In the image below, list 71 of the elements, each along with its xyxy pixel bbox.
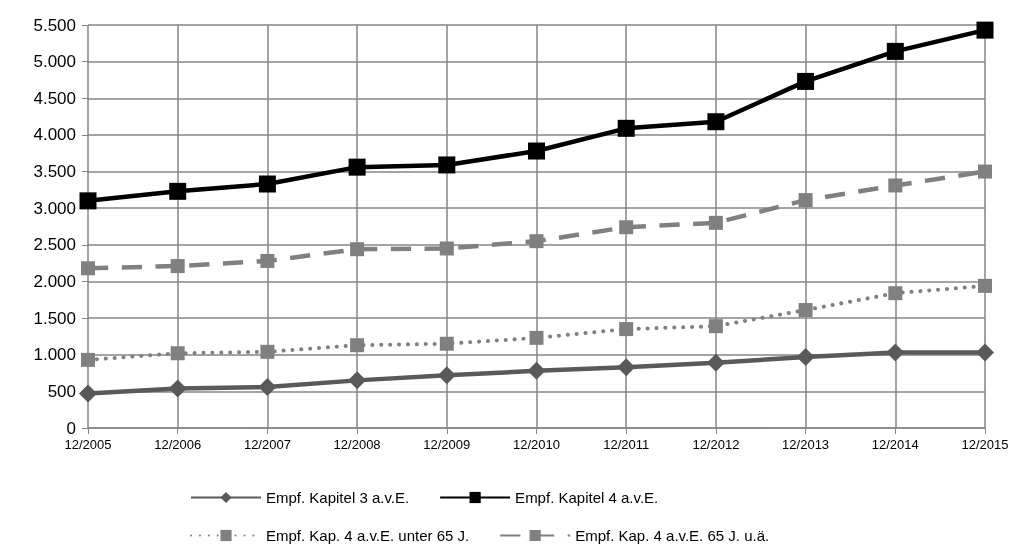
point: [527, 361, 546, 380]
y-tick-label: 500: [47, 381, 76, 401]
point: [796, 347, 815, 366]
point: [888, 286, 903, 301]
point: [438, 156, 456, 174]
point: [886, 42, 904, 60]
point: [260, 344, 275, 359]
point: [707, 113, 725, 131]
point: [170, 259, 185, 274]
y-tick-label: 1.000: [33, 345, 76, 365]
point: [79, 384, 97, 403]
legend-label: Empf. Kapitel 3 a.v.E.: [266, 489, 410, 506]
point: [617, 119, 635, 137]
point: [258, 377, 277, 396]
x-tick-label: 12/2007: [243, 437, 291, 452]
point: [439, 241, 454, 256]
y-tick-label: 4.500: [33, 88, 76, 108]
legend-label: Empf. Kapitel 4 a.v.E.: [515, 489, 659, 506]
legend-label: Empf. Kap. 4 a.v.E. 65 J. u.ä.: [575, 527, 770, 544]
point: [348, 371, 367, 390]
y-tick-label: 3.000: [33, 198, 76, 218]
point: [708, 319, 723, 334]
x-tick-label: 12/2012: [692, 437, 740, 452]
point: [170, 346, 185, 361]
point: [437, 366, 456, 385]
point: [976, 343, 994, 362]
y-tick-label: 5.500: [33, 15, 76, 35]
point: [708, 215, 723, 230]
point: [439, 336, 454, 351]
point: [706, 353, 725, 372]
point: [798, 193, 813, 208]
x-tick-label: 12/2005: [64, 437, 112, 452]
point: [798, 303, 813, 318]
point: [350, 242, 365, 257]
y-tick-label: 2.500: [33, 235, 76, 255]
point: [529, 330, 544, 345]
y-tick-label: 4.000: [33, 125, 76, 145]
point: [260, 253, 275, 268]
point: [617, 358, 636, 377]
point: [350, 338, 365, 353]
point: [978, 164, 992, 179]
point: [619, 220, 634, 235]
x-tick-label: 12/2008: [333, 437, 381, 452]
point: [978, 278, 992, 293]
x-tick-label: 12/2006: [154, 437, 202, 452]
legend-label: Empf. Kap. 4 a.v.E. unter 65 J.: [266, 527, 470, 544]
x-tick-label: 12/2009: [423, 437, 471, 452]
point: [348, 158, 366, 176]
y-tick-label: 3.500: [33, 162, 76, 182]
y-tick-label: 0: [66, 418, 76, 438]
x-tick-label: 12/2014: [871, 437, 919, 452]
x-tick-label: 12/2013: [782, 437, 830, 452]
point: [528, 142, 545, 160]
point: [168, 379, 187, 398]
x-tick-label: 12/2011: [603, 437, 650, 452]
point: [258, 175, 276, 193]
point: [976, 21, 994, 39]
point: [81, 352, 95, 367]
point: [619, 322, 634, 337]
point: [797, 72, 815, 90]
x-tick-label: 12/2010: [513, 437, 560, 452]
x-tick-label: 12/2015: [961, 437, 1009, 452]
point: [888, 178, 903, 193]
point: [886, 343, 905, 362]
y-tick-label: 1.500: [33, 308, 76, 328]
point: [529, 234, 544, 249]
y-tick-label: 2.000: [33, 271, 76, 291]
point: [169, 182, 187, 200]
y-tick-label: 5.000: [33, 52, 76, 72]
point: [81, 261, 95, 276]
point: [79, 192, 97, 210]
